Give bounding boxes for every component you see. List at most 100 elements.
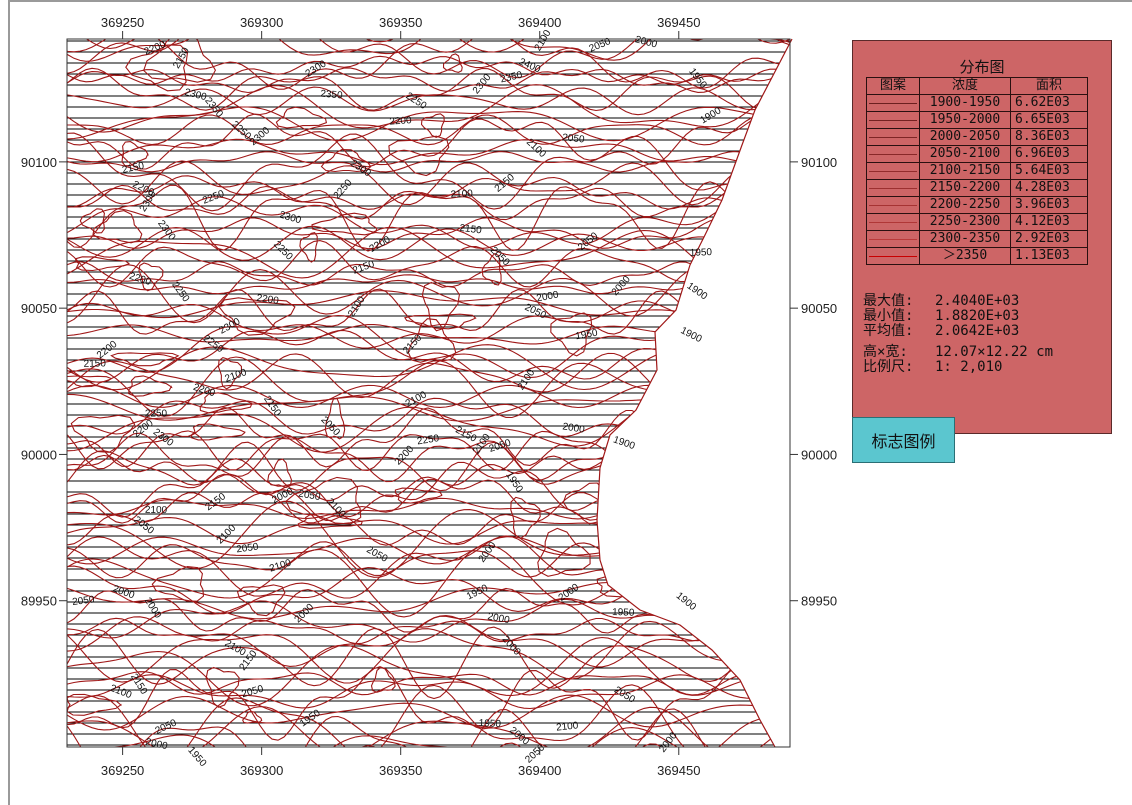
- contour-line: [62, 784, 794, 804]
- y-tick-label-left: 90000: [21, 447, 57, 462]
- contour-line: [67, 706, 792, 747]
- contour-loop: [125, 44, 189, 92]
- contour-label: 2100: [450, 188, 473, 200]
- contour-line: [67, 727, 792, 747]
- contour-label: 1950: [465, 583, 490, 603]
- contour-line: [67, 225, 792, 261]
- contour-loop: [275, 106, 328, 129]
- y-tick-label-left: 89950: [21, 594, 57, 609]
- legend-range: 2200-2250: [919, 196, 1011, 214]
- contour-label: 2050: [297, 489, 321, 504]
- contour-line: [67, 114, 792, 146]
- contour-map[interactable]: 2150220023002350230023502250230022002250…: [0, 0, 850, 805]
- contour-label: 1950: [185, 745, 208, 769]
- contour-loop: [79, 208, 105, 234]
- contour-layer: [62, 39, 794, 804]
- legend-swatch: [866, 128, 920, 146]
- x-tick-label-bottom: 369400: [518, 763, 561, 778]
- contour-label: 2200: [368, 234, 393, 255]
- data-boundary: [596, 38, 793, 748]
- contour-label: 2250: [201, 188, 226, 206]
- contour-loop: [442, 53, 463, 73]
- contour-line: [67, 441, 792, 494]
- legend-area: 1.13E03: [1010, 247, 1088, 265]
- contour-label: 2200: [128, 271, 153, 288]
- contour-line: [67, 617, 792, 645]
- contour-loop: [481, 252, 502, 286]
- contour-label: 1900: [612, 434, 637, 452]
- contour-loop: [537, 527, 591, 577]
- contour-line: [67, 217, 792, 250]
- contour-line: [67, 240, 792, 288]
- contour-line: [67, 39, 792, 62]
- contour-label: 2350: [320, 89, 344, 102]
- contour-loop: [151, 565, 205, 602]
- contour-label: 2000: [111, 584, 136, 602]
- legend-swatch: [866, 230, 920, 248]
- legend-marker-button[interactable]: 标志图例: [852, 417, 955, 463]
- legend-row: 1900-1950 6.62E03: [866, 94, 1088, 112]
- contour-loop: [388, 135, 450, 177]
- legend-row: 2200-2250 3.96E03: [866, 196, 1088, 214]
- contour-label: 2100: [533, 28, 554, 53]
- contour-loop: [110, 352, 180, 367]
- contour-line: [67, 84, 792, 133]
- contour-line: [67, 458, 792, 518]
- window-border-top: [8, 0, 1132, 2]
- contour-line: [67, 261, 792, 288]
- legend-range: 1900-1950: [919, 94, 1011, 112]
- legend-area: 5.64E03: [1010, 162, 1088, 180]
- legend-row: 2250-2300 4.12E03: [866, 213, 1088, 231]
- legend-header-concentration: 浓度: [919, 77, 1011, 95]
- legend-range: 2100-2150: [919, 162, 1011, 180]
- contour-label: 2000: [634, 34, 659, 50]
- contour-line: [67, 39, 792, 79]
- x-tick-label-top: 369400: [518, 15, 561, 30]
- legend-area: 4.12E03: [1010, 213, 1088, 231]
- contour-line: [67, 106, 792, 142]
- contour-label: 2100: [223, 638, 248, 659]
- distribution-legend: 分布图 图案 浓度 面积 1900-1950 6.62E03 1950-2000 6.…: [852, 40, 1112, 434]
- legend-swatch: [866, 94, 920, 112]
- window-border-left: [8, 0, 10, 805]
- contour-label: 2200: [256, 293, 280, 307]
- x-tick-label-bottom: 369450: [657, 763, 700, 778]
- contour-line: [67, 132, 792, 212]
- y-tick-label-right: 90000: [801, 447, 837, 462]
- contour-label: 2050: [72, 594, 96, 608]
- contour-line: [67, 454, 792, 501]
- stat-min: 最小值: 1.8820E+03: [863, 308, 1020, 324]
- contour-label: 2350: [202, 96, 225, 121]
- contour-label: 2300: [151, 427, 176, 449]
- contour-label: 1950: [612, 607, 635, 619]
- legend-row: 2100-2150 5.64E03: [866, 162, 1088, 180]
- contour-loop: [404, 313, 477, 330]
- contour-loop: [596, 575, 672, 598]
- contour-line: [67, 196, 792, 249]
- legend-range: 2150-2200: [919, 179, 1011, 197]
- legend-swatch: [866, 111, 920, 129]
- contour-line: [67, 226, 792, 282]
- stat-scale: 比例尺: 1: 2,010: [863, 359, 1003, 375]
- contour-label: 2150: [171, 45, 192, 70]
- x-tick-label-bottom: 369250: [101, 763, 144, 778]
- contour-label: 2000: [562, 421, 586, 435]
- contour-loop: [394, 487, 443, 504]
- contour-line: [67, 500, 792, 578]
- contour-line: [67, 665, 792, 741]
- y-tick-label-right: 89950: [801, 594, 837, 609]
- contour-loop: [285, 476, 362, 525]
- legend-header-area: 面积: [1010, 77, 1088, 95]
- legend-swatch: [866, 179, 920, 197]
- contour-label: 2350: [499, 70, 524, 86]
- contour-loop: [242, 710, 263, 724]
- contour-line: [67, 497, 792, 520]
- x-tick-label-top: 369350: [379, 15, 422, 30]
- contour-label: 1950: [690, 247, 713, 259]
- contour-loop: [67, 375, 113, 388]
- legend-area: 6.65E03: [1010, 111, 1088, 129]
- contour-label: 1950: [575, 328, 599, 343]
- contour-loop: [190, 423, 246, 441]
- contour-label: 2050: [612, 685, 637, 706]
- x-tick-label-top: 369250: [101, 15, 144, 30]
